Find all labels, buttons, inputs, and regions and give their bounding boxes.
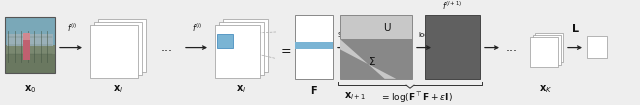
Bar bbox=[425, 15, 480, 79]
Bar bbox=[217, 34, 233, 48]
Text: $f^{(l)}$: $f^{(l)}$ bbox=[192, 22, 202, 34]
Bar bbox=[535, 33, 563, 62]
Text: $\mathbf{x}_K$: $\mathbf{x}_K$ bbox=[540, 83, 552, 94]
Bar bbox=[223, 19, 268, 72]
Text: $= \log(\mathbf{F}^\top\mathbf{F}+\varepsilon\mathbf{I})$: $= \log(\mathbf{F}^\top\mathbf{F}+\varep… bbox=[380, 91, 453, 105]
Bar bbox=[532, 35, 561, 65]
Bar bbox=[587, 36, 607, 58]
Text: $\mathbf{x}_0$: $\mathbf{x}_0$ bbox=[24, 83, 36, 94]
Bar bbox=[295, 15, 333, 79]
Bar bbox=[94, 22, 142, 75]
Bar bbox=[5, 17, 55, 73]
Bar bbox=[5, 17, 55, 45]
Text: $\mathbf{x}_l$: $\mathbf{x}_l$ bbox=[113, 83, 123, 94]
Text: log: log bbox=[419, 32, 429, 38]
Text: $\mathbf{L}$: $\mathbf{L}$ bbox=[571, 22, 579, 34]
Text: ...: ... bbox=[506, 41, 518, 54]
Text: $\mathbf{x}_l$: $\mathbf{x}_l$ bbox=[236, 83, 246, 94]
Bar bbox=[98, 19, 146, 72]
Text: $=$: $=$ bbox=[278, 43, 292, 56]
Bar bbox=[90, 25, 138, 78]
Bar bbox=[5, 45, 55, 73]
Bar bbox=[5, 54, 55, 73]
Bar bbox=[7, 34, 53, 46]
Bar bbox=[530, 37, 558, 67]
Polygon shape bbox=[340, 39, 396, 79]
Text: SVD: SVD bbox=[338, 32, 352, 38]
Text: $f^{(l)}$: $f^{(l)}$ bbox=[67, 22, 77, 34]
Bar bbox=[295, 42, 333, 49]
Text: $\Sigma$: $\Sigma$ bbox=[369, 55, 376, 67]
Text: U: U bbox=[383, 23, 390, 33]
Bar bbox=[215, 25, 260, 78]
Bar bbox=[23, 39, 30, 60]
Text: ...: ... bbox=[161, 41, 173, 54]
Bar bbox=[23, 33, 30, 40]
Text: $\mathbf{x}_{l+1}$: $\mathbf{x}_{l+1}$ bbox=[344, 91, 366, 102]
Bar bbox=[340, 15, 412, 79]
Text: $f^{(l+1)}$: $f^{(l+1)}$ bbox=[442, 0, 463, 12]
Polygon shape bbox=[340, 39, 412, 79]
Bar bbox=[219, 22, 264, 75]
Text: $\mathbf{F}$: $\mathbf{F}$ bbox=[310, 84, 318, 96]
